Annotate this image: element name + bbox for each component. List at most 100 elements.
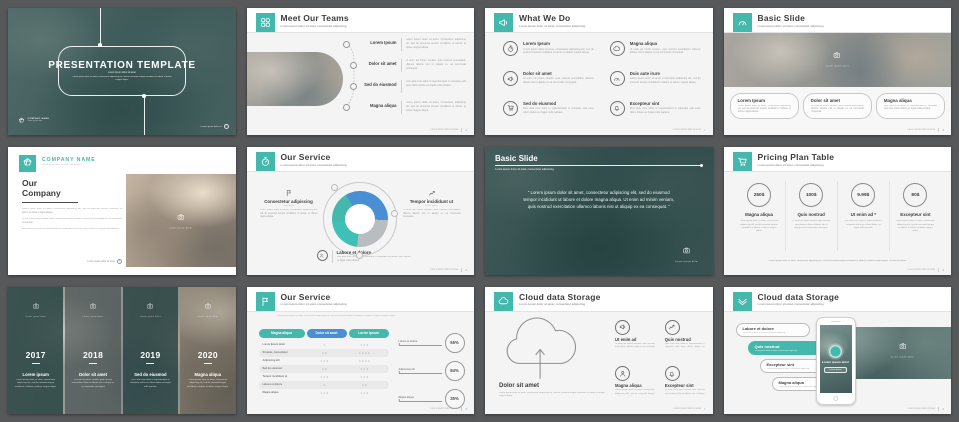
timeline-node (343, 40, 350, 48)
option-pill: Excepteur sint Lorem ipsum dolor sit ame… (759, 358, 834, 373)
slide-thumbnail-title[interactable]: PRESENTATION TEMPLATE Lorem ipsum dolor … (8, 8, 236, 136)
slide-footer: Lorem ipsum dolor sit amet › (673, 127, 706, 133)
feature-item: Dolor sit amet Ut enim ad minim veniam, q… (503, 70, 594, 96)
slide-subtitle: Lorem ipsum dolor sit amet, consectetur … (519, 24, 586, 28)
team-grid-icon (255, 13, 275, 32)
slide-header: Cloud data Storage Lorem ipsum dolor sit… (723, 286, 951, 312)
slide-thumbnail-what-we-do[interactable]: What We Do Lorem ipsum dolor sit amet, c… (485, 8, 713, 136)
timeline-curve (346, 43, 354, 108)
slide-thumbnail-our-company[interactable]: COMPANY NAME Lorem ipsum dolor sit amet,… (8, 147, 236, 275)
intro-paragraph: Lorem ipsum dolor sit amet, consectetur … (72, 76, 172, 82)
donut-node (390, 210, 398, 218)
stat-value: 35% (444, 388, 465, 409)
camera-placeholder: Lorem ipsum dolor (140, 297, 161, 318)
slide-header: Meet Our Teams Lorem ipsum dolor sit ame… (246, 8, 474, 33)
slide-subtitle: Lorem ipsum dolor sit amet, consectetur … (280, 24, 347, 28)
table-row: Magna aliqua × × × × × × (262, 390, 369, 395)
feature-item: Ut enim ad Ut enim ad minim veniam, quis… (615, 319, 655, 362)
megaphone-icon (494, 13, 513, 32)
slide-thumbnail-service-donut[interactable]: Our Service Lorem ipsum dolor sit amet, … (246, 147, 474, 275)
slide-thumbnail-basic-banner[interactable]: Basic Slide Lorem ipsum dolor sit amet, … (723, 8, 951, 136)
pricing-plan: 9.99$ Ut enim ad * Duis aute irure dolor… (836, 181, 889, 251)
read-more-link[interactable]: Lorem ipsum dolor sit amet › (87, 259, 122, 265)
list-item: Dolor sit amet Ut enim ad minim veniam, … (361, 59, 466, 72)
megaphone-icon (503, 70, 518, 86)
table-row: Sit amet, consectetur × × × × × × (258, 348, 389, 357)
phone-mockup: Lorem ipsum dolor Lorem ipsum (815, 316, 856, 405)
camera-icon (682, 242, 691, 260)
title-frame: PRESENTATION TEMPLATE Lorem ipsum dolor … (48, 46, 195, 96)
body-text: Lorem ipsum dolor sit amet, consectetur … (499, 391, 605, 397)
slide-footer: Lorem ipsum dolor sit amet 2 (907, 267, 944, 272)
slide-thumbnail-cloud-storage[interactable]: Cloud data Storage Lorem ipsum dolor sit… (485, 286, 713, 414)
slide-header: Cloud data Storage Lorem ipsum dolor sit… (485, 286, 713, 312)
stat-item: Magna aliqua 35% (397, 388, 465, 409)
table-header: Lorem Ipsum (348, 328, 389, 338)
slide-subtitle: Lorem ipsum dolor sit amet, consectetur … (519, 303, 586, 307)
slide-title: What We Do (519, 13, 571, 23)
slide-subtitle: Lorem ipsum dolor sit amet, consectetur … (757, 24, 824, 28)
camera-icon (204, 297, 212, 315)
slide-subtitle: Lorem ipsum dolor sit amet, consectetur … (280, 303, 347, 307)
camera-placeholder: Lorem ipsum dolor (25, 297, 46, 318)
cloud-upload-icon (506, 317, 577, 379)
slide-thumbnail-cloud-phone[interactable]: Cloud data Storage Lorem ipsum dolor sit… (723, 286, 951, 414)
stat-item: Adipiscing elit 84% (397, 360, 465, 381)
stopwatch-icon (503, 41, 518, 56)
cloud-icon (609, 41, 625, 56)
decor-dot (142, 94, 146, 98)
camera-placeholder: Lorem ipsum dolor (169, 208, 192, 229)
divider (22, 202, 78, 204)
phone-home-button (832, 395, 839, 402)
feature-item: Excepteur sint Duis aute irure dolor in r… (609, 100, 701, 126)
option-pill-active: Quis nostrud Lorem ipsum dolor sit amet,… (747, 340, 822, 355)
slide-title: Basic Slide (495, 154, 538, 164)
price-badge: 80$ (903, 183, 928, 208)
slide-header: Basic Slide Lorem ipsum dolor sit amet, … (723, 8, 951, 33)
camera-placeholder: Lorem ipsum dolor (675, 242, 698, 263)
year-label: 2017 (25, 349, 46, 360)
feature-item: Magna aliqua Lorem ipsum dolor sit amet,… (615, 365, 655, 408)
feature-item: Sed do eiusmod Duis aute irure dolor in r… (503, 100, 594, 126)
slide-title: Cloud data Storage (519, 291, 601, 302)
decor-line (100, 8, 101, 45)
slide-footer: Lorem ipsum dolor sit amet › (673, 406, 706, 411)
stat-value: 84% (444, 360, 465, 381)
slide-thumbnail-years[interactable]: Lorem ipsum dolor 2017 Lorem ipsum Lorem… (8, 286, 236, 414)
timeline-node (350, 82, 357, 90)
stats-panel: Labore et dolore 55% Adipiscing elit 84%… (397, 332, 465, 414)
slide-thumbnail-pricing[interactable]: Pricing Plan Table Lorem ipsum dolor sit… (723, 147, 951, 275)
feature-item: Magna aliqua Ut enim ad minim veniam, qui… (609, 41, 701, 66)
slide-footer: Lorem ipsum dolor sit › (200, 124, 229, 130)
team-photo (246, 52, 343, 106)
company-logo (19, 155, 36, 173)
price-badge: 100$ (799, 183, 824, 208)
banner-photo: Lorem ipsum dolor (723, 33, 951, 87)
list-item: Sed do eiusmod Duis aute irure dolor in … (361, 80, 466, 93)
slide-subtitle: Lorem ipsum dolor sit amet, consectetur … (280, 163, 347, 167)
section-title: Dolor sit amet (499, 382, 540, 389)
company-logo: COMPANY NAME Lorem ipsum dolor (18, 111, 49, 129)
slide-title: Meet Our Teams (280, 13, 349, 23)
table-header: Magna aliqua (258, 328, 305, 338)
price-badge: 250$ (747, 183, 772, 208)
slide-thumbnail-basic-quote[interactable]: Basic Slide Lorem ipsum dolor sit amet, … (485, 147, 713, 275)
slide-thumbnail-service-table[interactable]: Our Service Lorem ipsum dolor sit amet, … (246, 286, 474, 414)
quote-text: “ Lorem ipsum dolor sit amet, consectetu… (523, 190, 675, 210)
phone-button[interactable]: Lorem ipsum (824, 366, 847, 373)
person-icon (615, 365, 630, 381)
slide-title: Cloud data Storage (757, 291, 840, 302)
app-badge-icon (829, 344, 842, 358)
feature-item: Duis aute irure Lorem ipsum dolor sit ame… (609, 70, 701, 96)
slide-subtitle: Lorem ipsum dolor sit amet, consectetur … (495, 167, 554, 171)
flag-icon (255, 291, 275, 311)
slide-footer: Lorem ipsum dolor sit amet 2 (907, 407, 944, 411)
slide-body (485, 33, 713, 136)
slide-thumbnail-meet-teams[interactable]: Meet Our Teams Lorem ipsum dolor sit ame… (246, 8, 474, 136)
stat-value: 55% (444, 332, 465, 353)
company-logo-icon (22, 155, 33, 173)
year-column: Lorem ipsum dolor 2019 Sed do eiusmod Du… (122, 286, 179, 414)
slide-header: Our Service Lorem ipsum dolor sit amet, … (246, 286, 474, 312)
person-icon (316, 250, 328, 262)
